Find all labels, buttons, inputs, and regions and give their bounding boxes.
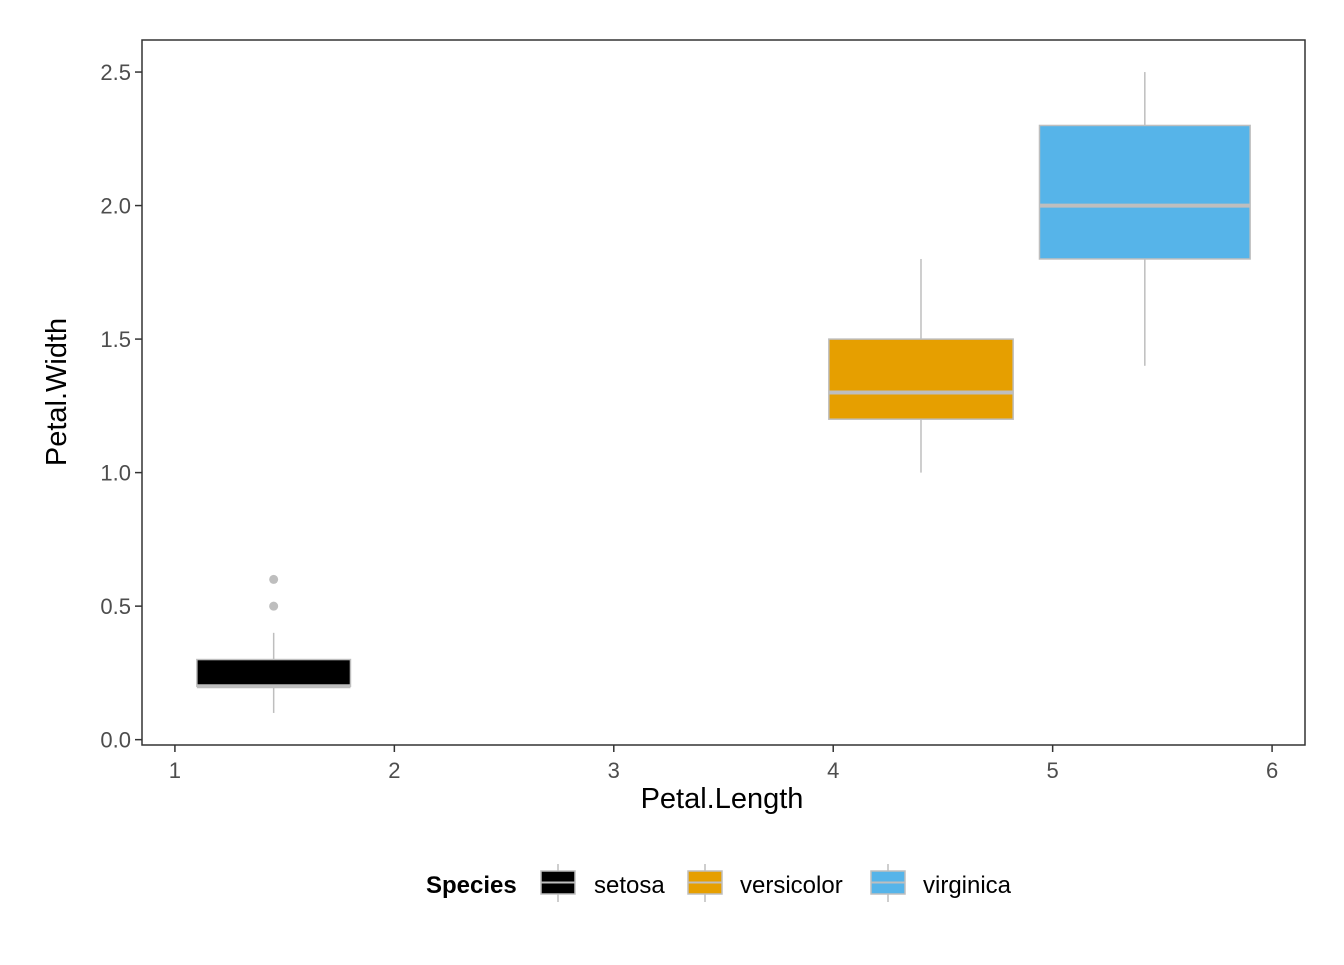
x-axis: 1 2 3 4 5 6	[169, 745, 1278, 783]
y-tick-label: 2.5	[100, 60, 131, 85]
x-tick-label: 2	[388, 758, 400, 783]
plot-panel-border	[141, 39, 1306, 746]
legend-key-virginica	[870, 864, 906, 902]
legend-key-setosa	[540, 864, 576, 902]
legend-label-versicolor: versicolor	[740, 872, 843, 899]
y-axis: 0.0 0.5 1.0 1.5 2.0 2.5	[100, 60, 142, 753]
outlier-point	[269, 574, 279, 584]
legend-title: Species	[426, 872, 517, 899]
boxes-layer	[196, 72, 1251, 713]
x-tick-label: 5	[1047, 758, 1059, 783]
outlier-point	[269, 601, 279, 611]
x-tick-label: 1	[169, 758, 181, 783]
y-tick-label: 0.0	[100, 728, 131, 753]
y-axis-title: Petal.Width	[41, 318, 73, 466]
box	[828, 338, 1014, 420]
y-tick-label: 2.0	[100, 194, 131, 219]
x-tick-label: 3	[608, 758, 620, 783]
legend: Species setosa versicolor virginica	[426, 864, 1012, 902]
box-group-virginica	[1038, 72, 1251, 366]
y-tick-label: 0.5	[100, 594, 131, 619]
x-tick-label: 6	[1266, 758, 1278, 783]
y-tick-label: 1.0	[100, 461, 131, 486]
box	[1038, 124, 1251, 260]
box	[196, 658, 352, 688]
box-group-versicolor	[828, 258, 1014, 473]
x-axis-title: Petal.Length	[641, 783, 804, 815]
legend-key-versicolor	[687, 864, 723, 902]
legend-label-setosa: setosa	[594, 872, 665, 899]
y-tick-label: 1.5	[100, 327, 131, 352]
legend-label-virginica: virginica	[923, 872, 1012, 899]
box-group-setosa	[196, 574, 352, 713]
x-tick-label: 4	[827, 758, 839, 783]
